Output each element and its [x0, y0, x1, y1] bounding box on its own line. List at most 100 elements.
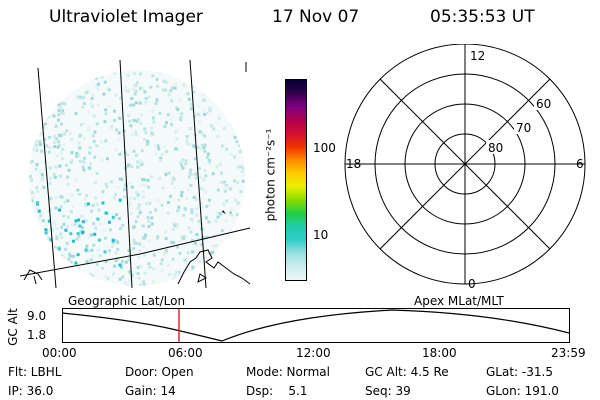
- emission-speckle: [208, 106, 212, 110]
- emission-speckle: [31, 240, 35, 244]
- geographic-image-panel: [20, 59, 251, 288]
- emission-speckle: [82, 121, 86, 125]
- emission-speckle: [171, 257, 175, 261]
- emission-speckle: [202, 98, 206, 102]
- emission-speckle: [132, 241, 136, 245]
- emission-speckle: [146, 216, 150, 220]
- emission-speckle: [78, 159, 82, 163]
- emission-speckle: [89, 162, 93, 166]
- emission-speckle: [121, 262, 125, 266]
- longitude-line: [189, 59, 207, 288]
- emission-speckle: [136, 272, 140, 276]
- emission-speckle: [211, 250, 215, 254]
- emission-speckle: [159, 156, 163, 160]
- emission-speckle: [138, 242, 142, 246]
- emission-speckle: [40, 149, 44, 153]
- emission-speckle: [40, 260, 44, 264]
- emission-speckle: [160, 258, 164, 262]
- emission-speckle-bright: [81, 220, 85, 224]
- emission-speckle: [190, 208, 194, 212]
- emission-speckle-bright: [44, 231, 48, 235]
- emission-speckle: [180, 114, 184, 118]
- emission-speckle: [119, 265, 123, 269]
- emission-speckle: [161, 186, 165, 190]
- emission-speckle: [136, 118, 140, 121]
- emission-speckle: [188, 127, 192, 131]
- emission-speckle: [134, 220, 138, 224]
- emission-speckle: [201, 143, 205, 147]
- emission-speckle: [118, 217, 121, 221]
- emission-speckle: [205, 235, 209, 239]
- emission-speckle: [236, 181, 240, 185]
- emission-speckle: [181, 166, 185, 170]
- emission-speckle: [104, 260, 108, 264]
- emission-speckle: [115, 213, 118, 217]
- emission-speckle: [77, 191, 81, 195]
- emission-speckle: [71, 254, 75, 258]
- emission-speckle: [59, 105, 63, 109]
- emission-speckle: [82, 96, 85, 100]
- emission-speckle: [37, 225, 41, 229]
- emission-speckle-bright: [69, 232, 73, 236]
- emission-speckle: [148, 201, 152, 205]
- label-backing: [468, 48, 484, 62]
- emission-speckle: [81, 165, 85, 169]
- emission-speckle: [161, 88, 165, 92]
- emission-speckle: [192, 84, 196, 88]
- emission-speckle: [88, 275, 92, 279]
- emission-speckle: [150, 222, 154, 226]
- emission-speckle: [225, 199, 229, 203]
- emission-speckle: [199, 147, 202, 151]
- emission-speckle: [197, 120, 201, 124]
- emission-speckle: [207, 220, 211, 224]
- emission-speckle: [189, 168, 193, 172]
- time-tick-1200: 12:00: [296, 346, 331, 360]
- emission-speckle: [158, 111, 162, 115]
- emission-speckle: [144, 131, 148, 135]
- emission-speckle: [163, 125, 167, 128]
- geographic-latitude: GLat: -31.5: [486, 365, 553, 379]
- emission-speckle: [194, 172, 198, 176]
- emission-speckle: [189, 230, 193, 234]
- emission-speckle: [62, 214, 66, 218]
- emission-speckle: [96, 87, 100, 91]
- emission-speckle: [29, 281, 33, 285]
- emission-speckle: [51, 73, 55, 77]
- emission-speckle: [38, 217, 42, 221]
- emission-speckle: [55, 237, 59, 241]
- emission-speckle-bright: [118, 263, 122, 267]
- emission-speckle: [150, 133, 154, 137]
- emission-speckle: [68, 274, 72, 278]
- emission-speckle: [227, 99, 231, 103]
- emission-speckle: [134, 89, 138, 93]
- emission-speckle: [108, 228, 112, 232]
- emission-speckle: [169, 194, 173, 198]
- emission-speckle: [70, 159, 74, 163]
- color-scale-bar: [285, 79, 307, 281]
- emission-speckle: [62, 222, 66, 226]
- emission-speckle: [94, 226, 97, 230]
- emission-speckle: [173, 185, 177, 189]
- emission-speckle: [173, 86, 177, 90]
- emission-speckle: [114, 251, 118, 255]
- emission-speckle: [222, 202, 226, 206]
- emission-speckle: [78, 135, 82, 139]
- emission-speckle: [39, 143, 42, 146]
- emission-speckle-bright: [103, 250, 107, 254]
- mlt-label-6: 6: [576, 157, 584, 171]
- sequence-value: Seq: 39: [365, 384, 411, 398]
- emission-speckle: [193, 241, 197, 245]
- emission-speckle: [230, 213, 234, 217]
- emission-speckle: [134, 130, 138, 134]
- emission-speckle: [130, 133, 134, 137]
- emission-speckle-bright: [76, 253, 80, 257]
- emission-speckle: [198, 259, 202, 263]
- emission-speckle: [63, 277, 67, 281]
- emission-speckle: [135, 153, 138, 157]
- emission-speckle: [166, 113, 170, 117]
- emission-speckle: [195, 146, 199, 149]
- emission-speckle: [104, 112, 108, 116]
- emission-speckle: [242, 135, 245, 139]
- emission-speckle: [87, 70, 91, 74]
- emission-speckle: [193, 115, 197, 119]
